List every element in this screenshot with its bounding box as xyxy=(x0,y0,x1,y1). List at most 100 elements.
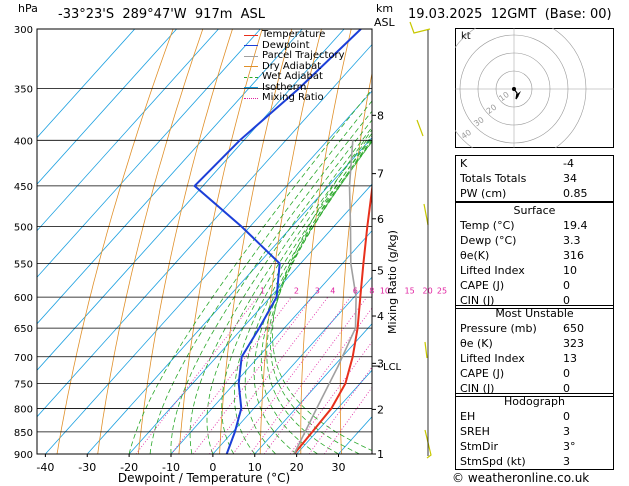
legend-swatch xyxy=(244,45,258,47)
mixing-ratio-label: 1 xyxy=(260,287,265,296)
parameters-table: K -4 Totals Totals 34 PW (cm) 0.85 xyxy=(455,155,614,202)
hodograph-trace xyxy=(513,88,519,100)
legend-item: Mixing Ratio xyxy=(244,92,345,104)
row-label: CIN (J) xyxy=(460,294,495,307)
temperature-tick-label: 0 xyxy=(209,461,216,474)
km-tick-label: 1 xyxy=(377,448,384,461)
lcl-label: LCL xyxy=(383,362,402,373)
row-label: Temp (°C) xyxy=(460,219,515,232)
isotherm-line xyxy=(37,29,136,139)
row-label: StmSpd (kt) xyxy=(460,455,526,468)
hodograph-table: Hodograph EH 0 SREH 3 StmDir 3° StmSpd (kt) 3 xyxy=(455,393,614,470)
isotherm-line xyxy=(37,29,345,371)
legend-item: Isotherm xyxy=(244,81,345,94)
km-tick-label: 2 xyxy=(377,403,384,416)
row-value: 323 xyxy=(563,337,584,350)
temperature-line xyxy=(293,182,372,454)
row-value: 0.85 xyxy=(563,187,588,200)
pressure-tick-label: 300 xyxy=(14,25,33,36)
legend-swatch xyxy=(244,55,258,57)
dry-adiabat-line xyxy=(56,29,174,454)
table-row: Dewp (°C) 3.3 xyxy=(456,233,613,248)
surface-table: Surface Temp (°C) 19.4 Dewp (°C) 3.3 θe(K) 31… xyxy=(455,202,614,309)
row-value: -4 xyxy=(563,157,574,170)
plot-frame xyxy=(36,28,373,455)
legend-swatch xyxy=(244,34,258,36)
mixing-ratio-label: 3 xyxy=(315,287,320,296)
row-label: CIN (J) xyxy=(460,382,495,395)
row-value: 650 xyxy=(563,322,584,335)
isotherm-line xyxy=(37,29,219,232)
surface-title: Surface xyxy=(513,204,556,217)
legend-item: Wet Adiabat xyxy=(244,71,345,83)
legend-swatch xyxy=(244,76,258,78)
temperature-tick-label: 30 xyxy=(332,461,346,474)
mixing-ratio-label: 4 xyxy=(330,287,335,296)
row-value: 34 xyxy=(563,172,577,185)
temperature-tick-label: -30 xyxy=(78,461,96,474)
row-value: 3 xyxy=(563,455,570,468)
row-label: K xyxy=(460,157,468,170)
legend-label: Temperature xyxy=(262,29,326,40)
table-row: CAPE (J) 0 xyxy=(456,366,613,381)
mixing-ratio-label: 10 xyxy=(380,287,390,296)
mixing-ratio-line xyxy=(308,366,372,454)
row-value: 3 xyxy=(563,425,570,438)
credit-label: © weatheronline.co.uk xyxy=(452,471,590,485)
km-tick-label: 8 xyxy=(377,109,384,122)
dry-adiabat-line xyxy=(339,71,372,454)
table-row: SREH 3 xyxy=(456,424,613,439)
dewpoint-line xyxy=(193,29,362,454)
row-label: EH xyxy=(460,410,476,423)
table-row: PW (cm) 0.85 xyxy=(456,186,613,201)
table-row: StmSpd (kt) 3 xyxy=(456,454,613,469)
isotherm-line xyxy=(37,29,303,325)
row-label: CAPE (J) xyxy=(460,279,505,292)
mixing-ratio-label: 25 xyxy=(437,287,447,296)
height-unit-label: km xyxy=(376,2,394,15)
legend-label: Isotherm xyxy=(262,81,307,93)
row-value: 0 xyxy=(563,367,570,380)
pressure-tick-label: 500 xyxy=(14,223,33,234)
table-row: StmDir 3° xyxy=(456,439,613,454)
most-unstable-title: Most Unstable xyxy=(495,307,574,320)
pressure-tick-label: 650 xyxy=(14,324,33,335)
table-row: θe (K) 323 xyxy=(456,336,613,351)
isotherm-line xyxy=(37,29,177,185)
legend-item: Parcel Trajectory xyxy=(244,50,345,62)
row-label: Lifted Index xyxy=(460,352,525,365)
temperature-tick-label: 10 xyxy=(248,461,262,474)
parcel-trajectory-line xyxy=(293,140,357,454)
pressure-unit-label: hPa xyxy=(18,2,38,15)
height-unit-label-2: ASL xyxy=(374,16,395,29)
legend-item: Temperature xyxy=(244,29,345,41)
row-label: Pressure (mb) xyxy=(460,322,537,335)
row-label: CAPE (J) xyxy=(460,367,505,380)
legend-swatch xyxy=(244,87,258,89)
table-row: Temp (°C) 19.4 xyxy=(456,218,613,233)
pressure-tick-label: 450 xyxy=(14,182,33,193)
most-unstable-table: Most Unstable Pressure (mb) 650 θe (K) 323 L… xyxy=(455,305,614,397)
isotherm-line xyxy=(37,29,261,278)
row-value: 19.4 xyxy=(563,219,588,232)
legend-label: Dry Adiabat xyxy=(262,60,322,72)
mixing-ratio-label: 2 xyxy=(294,287,299,296)
pressure-tick-label: 350 xyxy=(14,85,33,96)
table-row: CIN (J) 0 xyxy=(456,293,613,308)
row-label: θe(K) xyxy=(460,249,490,262)
x-axis-label: Dewpoint / Temperature (°C) xyxy=(118,471,290,485)
mixing-ratio-line xyxy=(192,296,313,454)
legend: Temperature Dewpoint Parcel Trajectory Dry … xyxy=(244,29,345,104)
legend-swatch xyxy=(244,66,258,68)
mixing-ratio-label: 6 xyxy=(353,287,358,296)
table-row: θe(K) 316 xyxy=(456,248,613,263)
wind-barb xyxy=(416,119,424,137)
pressure-tick-label: 700 xyxy=(14,353,33,364)
row-value: 3.3 xyxy=(563,234,581,247)
row-value: 316 xyxy=(563,249,584,262)
pressure-tick-label: 850 xyxy=(14,428,33,439)
legend-label: Wet Adiabat xyxy=(262,71,323,82)
isotherm-line xyxy=(45,90,372,454)
storm-motion-marker xyxy=(516,91,521,97)
